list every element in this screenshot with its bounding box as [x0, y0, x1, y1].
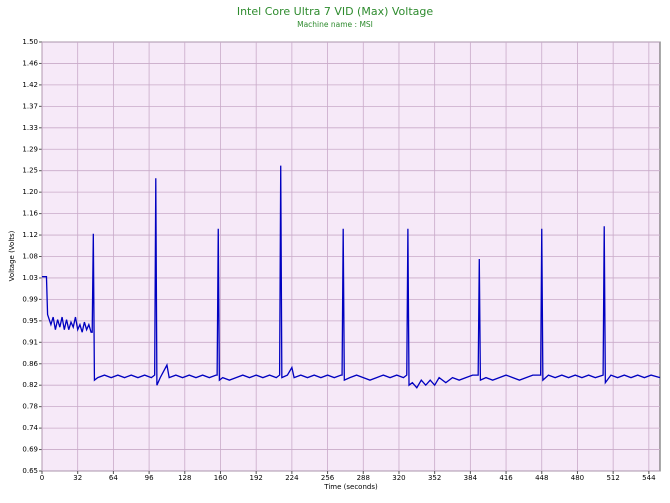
- y-tick-label: 1.12: [22, 231, 38, 239]
- y-tick-label: 1.29: [22, 145, 38, 153]
- y-tick-label: 1.33: [22, 124, 38, 132]
- x-tick-label: 192: [249, 474, 262, 482]
- x-tick-label: 512: [606, 474, 619, 482]
- y-tick-label: 1.42: [22, 81, 38, 89]
- y-tick-label: 1.08: [22, 253, 38, 261]
- x-tick-label: 224: [285, 474, 299, 482]
- x-tick-label: 416: [499, 474, 513, 482]
- x-tick-label: 384: [464, 474, 478, 482]
- x-tick-label: 288: [357, 474, 370, 482]
- data-line: [42, 165, 661, 389]
- x-tick-label: 96: [145, 474, 154, 482]
- y-tick-label: 0.99: [22, 295, 38, 303]
- x-tick-label: 128: [178, 474, 191, 482]
- y-tick-label: 1.50: [22, 38, 38, 46]
- y-tick-label: 1.16: [22, 210, 38, 218]
- x-tick-label: 448: [535, 474, 548, 482]
- y-tick-label: 1.46: [22, 59, 38, 67]
- x-tick-label: 320: [392, 474, 405, 482]
- y-tick-label: 0.78: [22, 403, 38, 411]
- y-tick-label: 0.86: [22, 360, 38, 368]
- x-tick-label: 32: [73, 474, 82, 482]
- y-tick-label: 0.95: [22, 317, 38, 325]
- y-tick-label: 1.37: [22, 102, 38, 110]
- x-tick-label: 160: [214, 474, 227, 482]
- y-tick-label: 0.65: [22, 467, 38, 475]
- x-tick-label: 0: [40, 474, 44, 482]
- x-tick-label: 352: [428, 474, 441, 482]
- y-tick-label: 1.20: [22, 188, 38, 196]
- y-tick-label: 1.25: [22, 167, 38, 175]
- y-tick-label: 0.69: [22, 446, 38, 454]
- y-axis-label: Voltage (Volts): [8, 230, 16, 281]
- y-tick-label: 0.74: [22, 424, 38, 432]
- x-axis-label: Time (seconds): [323, 483, 378, 491]
- x-tick-label: 544: [642, 474, 656, 482]
- chart-title: Intel Core Ultra 7 VID (Max) Voltage: [237, 5, 434, 18]
- y-tick-label: 0.82: [22, 381, 38, 389]
- x-tick-label: 64: [109, 474, 118, 482]
- x-tick-label: 256: [321, 474, 335, 482]
- y-tick-label: 0.91: [22, 338, 38, 346]
- chart-subtitle: Machine name : MSI: [297, 20, 373, 29]
- x-tick-label: 480: [571, 474, 584, 482]
- y-tick-label: 1.03: [22, 274, 38, 282]
